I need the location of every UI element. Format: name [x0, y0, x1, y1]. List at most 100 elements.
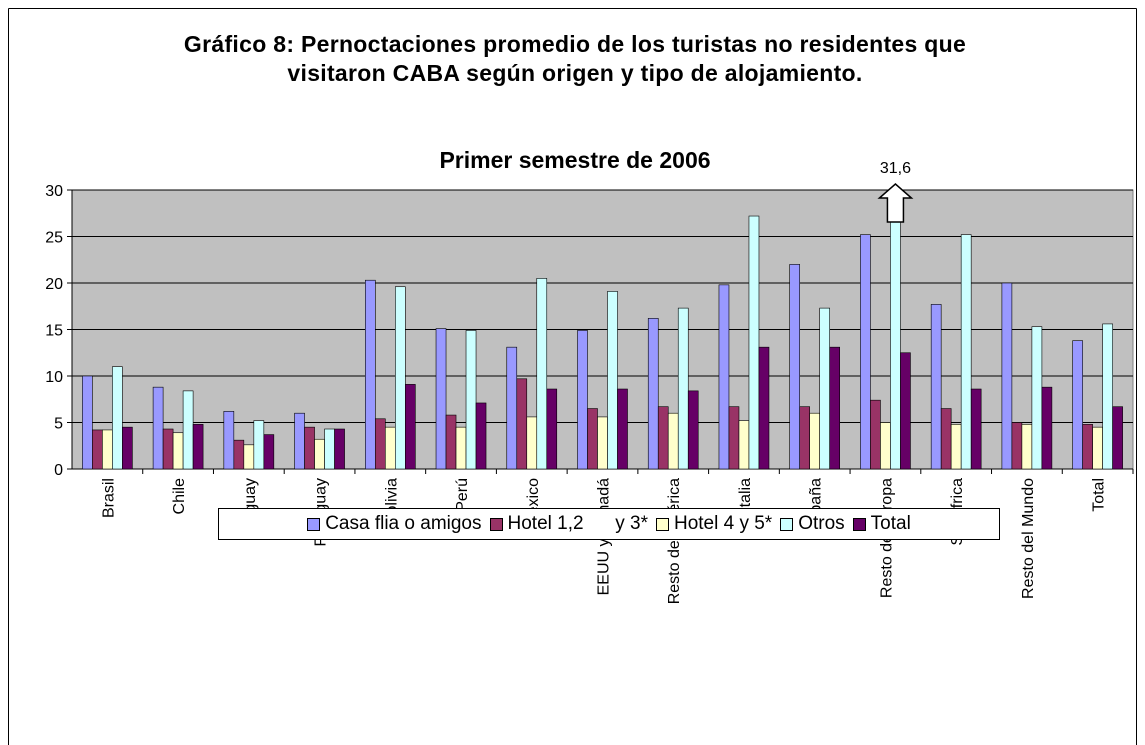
legend-item: Casa flia o amigos — [307, 513, 482, 535]
bar — [404, 384, 416, 470]
bar — [667, 412, 679, 470]
bar — [1011, 422, 1023, 470]
bar — [182, 390, 194, 470]
bar — [304, 426, 315, 470]
bar — [617, 388, 628, 470]
bar — [587, 408, 598, 470]
bar — [374, 418, 386, 470]
bar — [546, 388, 558, 470]
legend-swatch — [655, 517, 669, 531]
bar — [758, 346, 770, 470]
legend-label: Casa flia o amigos — [325, 513, 482, 534]
legend-swatch — [307, 517, 321, 531]
legend-label: Hotel 4 y 5* — [673, 513, 773, 534]
bar — [152, 386, 164, 470]
bar — [799, 406, 811, 470]
bar — [597, 416, 608, 470]
bar — [122, 426, 133, 470]
bar — [1102, 323, 1113, 470]
y-tick-label: 20 — [45, 276, 63, 293]
bar — [92, 429, 103, 470]
chart-title: Gráfico 8: Pernoctaciones promedio de lo… — [183, 31, 967, 86]
bar — [789, 264, 801, 470]
bar — [445, 414, 457, 470]
legend-swatch — [852, 517, 866, 531]
bar — [860, 234, 871, 470]
bar — [960, 234, 972, 470]
bar — [172, 432, 184, 470]
bar — [506, 346, 518, 470]
bar — [1021, 424, 1033, 470]
bar — [748, 215, 760, 470]
bar — [1031, 326, 1043, 470]
bar — [1092, 426, 1103, 470]
legend-label: Hotel 1,2 y 3* — [507, 513, 648, 534]
bar — [1112, 406, 1123, 470]
bar — [475, 402, 487, 470]
legend: Casa flia o amigos Hotel 1,2 y 3* Hotel 4 … — [218, 508, 1000, 540]
bar — [577, 330, 588, 470]
bars — [82, 190, 1123, 470]
legend-swatch — [780, 517, 794, 531]
y-tick-label: 10 — [45, 369, 63, 386]
bar — [192, 424, 204, 470]
bar — [809, 412, 821, 470]
x-tick-label: Total — [1091, 478, 1108, 512]
bar — [950, 424, 962, 470]
legend-label: Otros — [798, 513, 845, 534]
y-tick-label: 30 — [45, 183, 63, 200]
legend-item: Otros — [780, 513, 845, 535]
x-tick-label: Resto del Mundo — [1020, 478, 1037, 599]
bar — [718, 284, 730, 470]
y-tick-label: 25 — [45, 230, 63, 247]
bar — [687, 390, 699, 470]
x-tick-label: Chile — [171, 478, 188, 515]
x-tick-label: Italia — [737, 478, 754, 512]
legend-item: Hotel 4 y 5* — [655, 513, 773, 535]
x-tick-label: Resto de América — [666, 478, 683, 604]
bar — [657, 406, 669, 470]
bar — [870, 399, 881, 470]
bar — [112, 366, 123, 470]
bar — [890, 190, 901, 470]
bar — [607, 291, 618, 470]
bar — [728, 406, 740, 470]
x-tick-label: Brasil — [100, 478, 117, 518]
bar — [82, 375, 93, 470]
bar — [455, 426, 467, 470]
x-tick-label: Perú — [454, 478, 471, 512]
bar — [253, 420, 265, 470]
bar — [738, 420, 750, 470]
bar — [819, 307, 831, 470]
bar — [940, 408, 952, 470]
legend-label: Total — [870, 513, 911, 534]
bar — [334, 428, 345, 470]
annotation-arrow — [877, 183, 914, 223]
bar — [162, 428, 174, 470]
bar — [829, 346, 841, 470]
y-tick-label: 0 — [54, 462, 63, 479]
bar — [435, 328, 447, 470]
bar — [970, 388, 982, 470]
bar — [223, 411, 235, 470]
bar — [314, 438, 325, 470]
legend-item: Hotel 1,2 y 3* — [489, 513, 648, 535]
bar — [384, 426, 396, 470]
data-label: 31,6 — [880, 160, 911, 177]
bar — [647, 318, 659, 470]
legend-item: Total — [852, 513, 911, 535]
bar — [536, 278, 548, 470]
bar — [1082, 424, 1093, 470]
bar — [233, 439, 245, 470]
y-tick-label: 15 — [45, 323, 63, 340]
bar — [1041, 386, 1053, 470]
bar — [526, 416, 538, 470]
bar — [1001, 282, 1013, 470]
bar — [294, 412, 305, 470]
bar — [516, 378, 528, 470]
bar — [364, 279, 376, 470]
y-tick-label: 5 — [54, 416, 63, 433]
legend-swatch — [489, 517, 503, 531]
